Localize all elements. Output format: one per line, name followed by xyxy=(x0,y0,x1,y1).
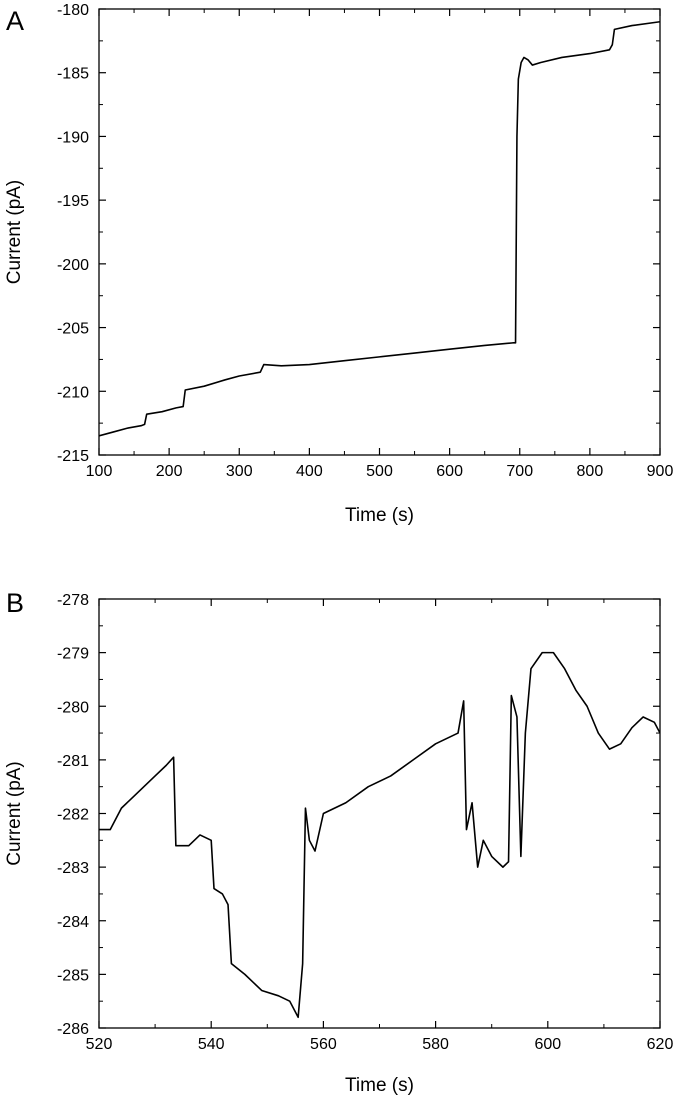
panel-label: A xyxy=(6,6,24,36)
x-tick-label: 520 xyxy=(86,1036,113,1053)
y-tick-label: -195 xyxy=(57,193,89,210)
y-tick-label: -278 xyxy=(57,592,89,609)
x-tick-label: 580 xyxy=(422,1036,449,1053)
x-tick-label: 700 xyxy=(506,463,533,480)
series-line xyxy=(99,20,660,437)
x-tick-label: 100 xyxy=(86,463,113,480)
y-tick-label: -281 xyxy=(57,753,89,770)
y-axis-title: Current (pA) xyxy=(4,180,25,285)
x-tick-label: 800 xyxy=(577,463,604,480)
y-tick-label: -285 xyxy=(57,967,89,984)
y-tick-label: -286 xyxy=(57,1021,89,1038)
x-tick-label: 300 xyxy=(226,463,253,480)
y-axis-title: Current (pA) xyxy=(4,761,25,866)
x-axis-title: Time (s) xyxy=(345,505,414,526)
chart-panel-b: 520 540 560 580 600 620 -286 -285 -284 -283 -282 -2… xyxy=(4,588,673,1096)
x-tick-label: 620 xyxy=(647,1036,674,1053)
x-tick-label: 600 xyxy=(436,463,463,480)
x-tick-label: 560 xyxy=(310,1036,337,1053)
y-tick-label: -284 xyxy=(57,914,89,931)
x-axis-title: Time (s) xyxy=(345,1075,414,1096)
x-tick-label: 400 xyxy=(296,463,323,480)
y-tick-label: -280 xyxy=(57,699,89,716)
y-tick-label: -215 xyxy=(57,448,89,465)
y-tick-label: -210 xyxy=(57,384,89,401)
plot-frame xyxy=(98,8,661,456)
y-tick-label: -180 xyxy=(57,2,89,19)
y-tick-label: -190 xyxy=(57,129,89,146)
x-tick-label: 900 xyxy=(647,463,674,480)
y-tick-label: -185 xyxy=(57,66,89,83)
y-tick-label: -200 xyxy=(57,257,89,274)
chart-panel-a: 100 200 300 400 500 600 700 800 900 -215 -210 -205 -… xyxy=(4,2,673,526)
x-tick-label: 500 xyxy=(366,463,393,480)
y-tick-label: -283 xyxy=(57,860,89,877)
series-line xyxy=(99,651,660,1019)
y-tick-label: -282 xyxy=(57,807,89,824)
x-tick-label: 600 xyxy=(534,1036,561,1053)
plot-frame xyxy=(98,598,661,1029)
y-tick-label: -279 xyxy=(57,646,89,663)
x-tick-label: 540 xyxy=(198,1036,225,1053)
panel-label: B xyxy=(6,588,24,618)
y-tick-label: -205 xyxy=(57,321,89,338)
x-tick-label: 200 xyxy=(156,463,183,480)
